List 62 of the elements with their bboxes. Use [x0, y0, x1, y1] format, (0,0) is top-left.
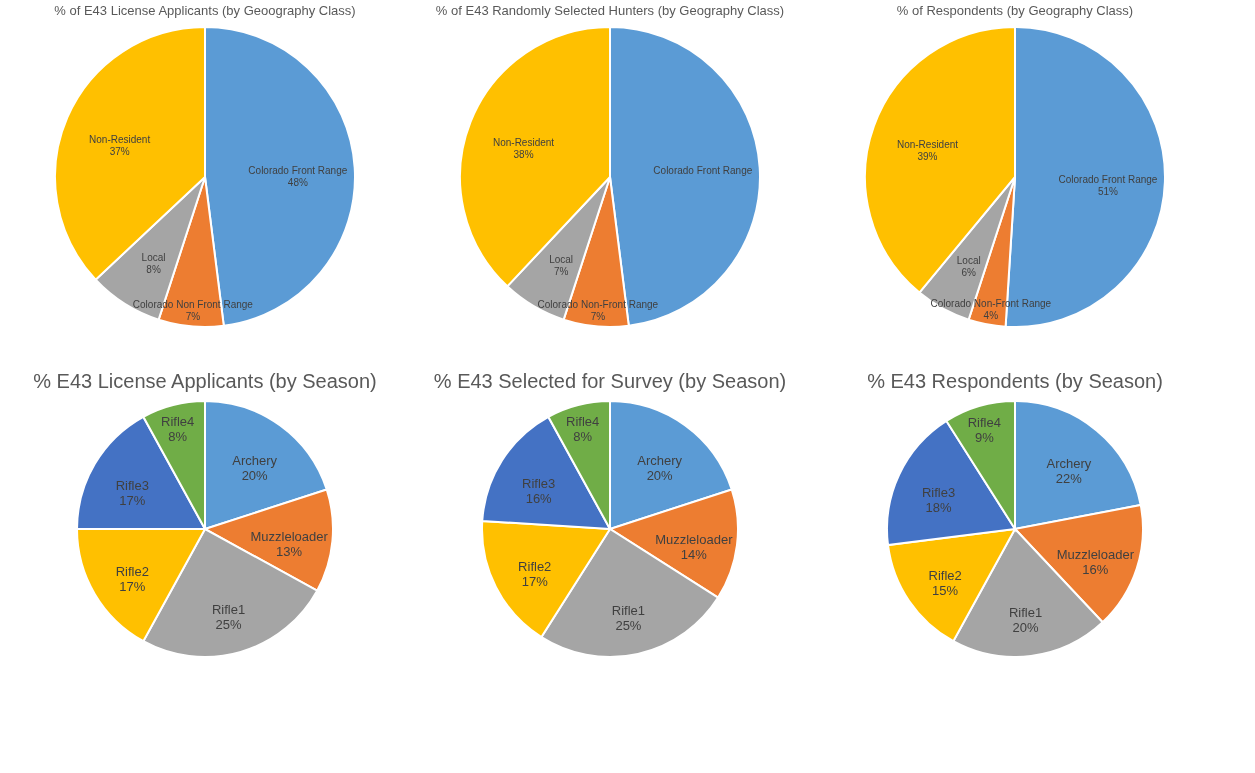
- slice-label: Rifle3: [522, 475, 556, 491]
- data-label: 20%: [241, 467, 269, 483]
- data-label: 38%: [513, 148, 534, 160]
- data-label: 20%: [646, 467, 674, 483]
- data-label: 22%: [1055, 470, 1083, 486]
- slice-label: Rifle3: [921, 485, 956, 501]
- slice-label: Local: [549, 253, 574, 265]
- chart-title: % of Respondents (by Geography Class): [896, 3, 1134, 18]
- data-label: 13%: [276, 543, 303, 559]
- data-label: 9%: [974, 430, 995, 446]
- slice-label: Local: [956, 255, 981, 267]
- data-label: 8%: [168, 429, 188, 445]
- chart-title: % of E43 License Applicants (by Geoography Class): [54, 3, 356, 18]
- data-label: 37%: [109, 146, 130, 158]
- slice-label: Muzzleloader: [655, 531, 734, 547]
- slice-label: Rifle2: [115, 564, 149, 579]
- data-label: 16%: [525, 490, 553, 506]
- data-label: 6%: [961, 267, 977, 279]
- data-label: 17%: [119, 579, 146, 594]
- chart-title: % E43 License Applicants (by Season): [33, 370, 377, 392]
- slice-label: Rifle2: [928, 568, 962, 584]
- slice-label: Muzzleloader: [1056, 547, 1135, 563]
- data-label: 16%: [1082, 562, 1109, 578]
- slice-label: Non-Resident: [492, 136, 555, 148]
- slice-label: Colorado Front Range: [248, 165, 348, 177]
- data-label: 51%: [1097, 185, 1119, 197]
- slice-label: Non-Resident: [89, 134, 151, 146]
- chart-title: % E43 Respondents (by Season): [867, 370, 1163, 392]
- data-label: 17%: [119, 493, 146, 508]
- chart-title: % E43 Selected for Survey (by Season): [433, 370, 787, 392]
- slice-label: Rifle1: [211, 602, 246, 618]
- data-label: 25%: [215, 617, 243, 633]
- data-label: 7%: [590, 311, 606, 323]
- data-label: 14%: [680, 546, 708, 562]
- slice-label: Rifle4: [161, 414, 195, 430]
- slice-label: Rifle3: [115, 478, 149, 493]
- data-label: 7%: [185, 311, 201, 323]
- slice-label: Archery: [232, 452, 278, 468]
- slice-label: Colorado Front Range: [1058, 173, 1158, 185]
- data-label: 18%: [925, 500, 952, 516]
- data-label: 4%: [983, 309, 999, 321]
- slice-label: Archery: [1046, 455, 1092, 471]
- slice-label: Rifle2: [518, 559, 552, 575]
- data-label: 8%: [573, 429, 593, 445]
- slice-label: Rifle1: [611, 603, 646, 619]
- data-label: 8%: [146, 264, 161, 276]
- data-label: 25%: [615, 618, 642, 634]
- data-label: 17%: [521, 574, 549, 590]
- slice-label: Non-Resident: [896, 139, 959, 151]
- data-label: 48%: [287, 177, 308, 189]
- data-label: 20%: [1012, 619, 1040, 635]
- slice-label: Rifle4: [566, 414, 600, 430]
- slice-label: Muzzleloader: [250, 528, 329, 544]
- slice-label: Rifle4: [967, 415, 1001, 431]
- slice-label: Rifle1: [1008, 604, 1043, 620]
- data-label: 7%: [553, 265, 569, 277]
- chart-title: % of E43 Randomly Selected Hunters (by Geography Class): [435, 3, 785, 18]
- data-label: 39%: [917, 151, 938, 163]
- slice-label: Archery: [637, 452, 683, 468]
- slice-label: Colorado Front Range: [653, 165, 753, 177]
- data-label: 15%: [932, 583, 959, 599]
- slice-label: Local: [141, 252, 166, 264]
